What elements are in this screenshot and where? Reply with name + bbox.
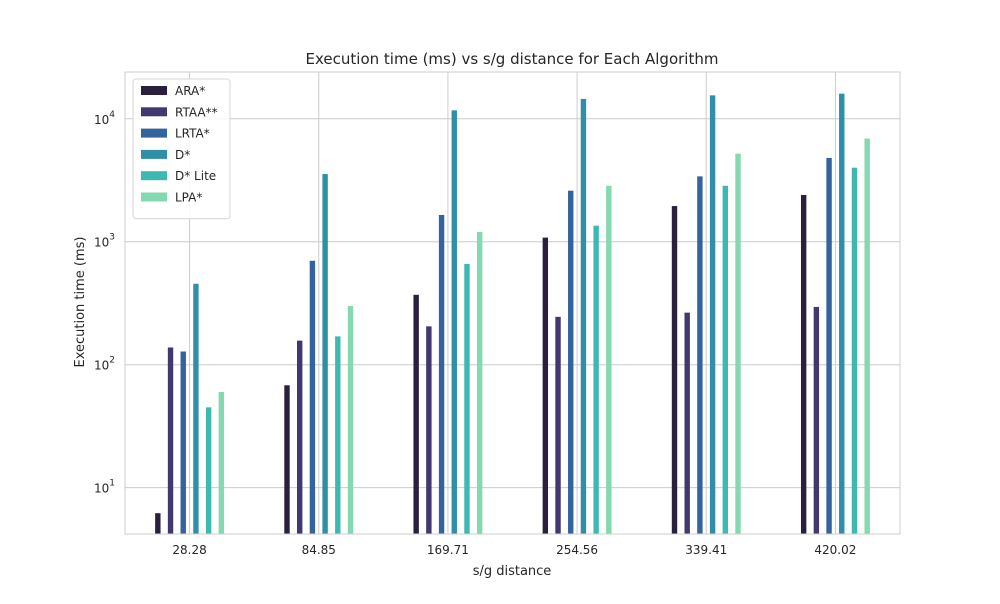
bar — [580, 98, 587, 534]
bar — [671, 206, 678, 535]
bar — [735, 153, 741, 534]
bar — [193, 283, 199, 534]
x-tick-label: 169.71 — [427, 543, 469, 557]
bar — [155, 513, 161, 534]
x-tick-label: 254.56 — [556, 543, 598, 557]
x-axis-label: s/g distance — [473, 564, 552, 579]
bar — [800, 194, 807, 535]
ticks-layer: 28.28 84.85 169.71 254.56 339.41 420.02 101 102… — [94, 110, 856, 557]
x-tick-label: 420.02 — [814, 543, 856, 557]
legend-swatch — [141, 86, 167, 95]
legend-swatch — [141, 149, 167, 159]
bar — [697, 176, 703, 534]
legend-label: LRTA* — [175, 127, 210, 141]
bar — [413, 294, 419, 534]
bar — [684, 312, 690, 534]
bar — [593, 225, 599, 534]
legend-swatch — [141, 171, 167, 181]
x-tick-label: 84.85 — [302, 543, 336, 557]
legend-label: D* Lite — [175, 169, 216, 183]
bar — [722, 185, 728, 534]
bar — [167, 347, 174, 534]
y-tick-label: 101 — [94, 479, 115, 496]
bar — [813, 306, 820, 534]
y-tick-label: 104 — [94, 110, 115, 127]
y-axis-label: Execution time (ms) — [73, 236, 88, 367]
bar — [851, 167, 858, 534]
bar — [322, 174, 328, 535]
legend-label: LPA* — [175, 191, 202, 205]
bar — [826, 157, 832, 534]
bar — [476, 231, 483, 534]
bar — [297, 340, 303, 534]
chart-title: Execution time (ms) vs s/g distance for … — [306, 50, 719, 68]
bar — [426, 326, 432, 534]
bar — [542, 237, 549, 534]
bar — [438, 214, 445, 535]
bar — [205, 407, 212, 534]
bar — [568, 190, 574, 534]
bar — [839, 93, 845, 535]
bar — [864, 138, 870, 535]
bar — [555, 316, 561, 534]
x-tick-label: 28.28 — [172, 543, 206, 557]
bar — [284, 385, 290, 534]
legend-swatch — [141, 107, 167, 117]
legend-label: D* — [175, 148, 190, 162]
bar — [218, 391, 225, 534]
grid-layer — [125, 72, 900, 534]
bars-layer — [155, 93, 870, 535]
legend-swatch — [141, 128, 167, 138]
legend-label: RTAA** — [175, 105, 218, 119]
legend-label: ARA* — [175, 84, 205, 98]
bar — [309, 260, 316, 534]
bar — [606, 185, 612, 534]
bar — [347, 306, 354, 534]
bar — [335, 336, 341, 534]
y-tick-label: 102 — [94, 356, 115, 373]
plot-frame — [124, 71, 901, 535]
legend: ARA* RTAA** LRTA* D* D* Lite LPA* — [132, 78, 231, 220]
bar — [451, 110, 457, 534]
bar — [464, 263, 470, 534]
bar — [709, 95, 716, 535]
y-tick-label: 103 — [94, 233, 115, 250]
x-tick-label: 339.41 — [685, 543, 727, 557]
bar — [180, 351, 186, 534]
legend-swatch — [141, 192, 167, 202]
